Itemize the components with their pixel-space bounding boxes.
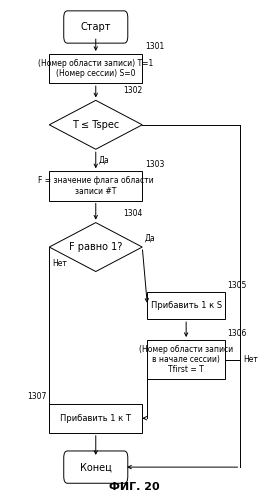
Text: F равно 1?: F равно 1? [69, 242, 122, 252]
Text: Нет: Нет [52, 259, 67, 268]
Bar [147, 340, 225, 379]
Text: T ≤ Tspec: T ≤ Tspec [72, 120, 119, 130]
Text: F = значение флага области
записи #T: F = значение флага области записи #T [38, 176, 154, 196]
Text: 1301: 1301 [145, 42, 164, 51]
Polygon shape [49, 223, 142, 271]
Text: Нет: Нет [243, 355, 258, 364]
Text: Да: Да [145, 233, 155, 242]
FancyBboxPatch shape [64, 11, 128, 43]
Text: Старт: Старт [80, 22, 111, 32]
Bar [49, 171, 142, 201]
Text: 1303: 1303 [145, 160, 164, 169]
Text: (Номер области записи
в начале сессии)
Tfirst = T: (Номер области записи в начале сессии) T… [139, 345, 233, 374]
Text: 1302: 1302 [124, 86, 143, 95]
Bar [147, 292, 225, 319]
Polygon shape [49, 100, 142, 149]
FancyBboxPatch shape [64, 451, 128, 483]
Text: ФИГ. 20: ФИГ. 20 [109, 482, 160, 492]
Text: 1305: 1305 [228, 281, 247, 290]
Text: 1306: 1306 [228, 328, 247, 337]
Bar [49, 404, 142, 433]
Text: Конец: Конец [80, 462, 112, 472]
Text: Да: Да [98, 156, 109, 165]
Bar [49, 54, 142, 83]
Text: Прибавить 1 к T: Прибавить 1 к T [60, 414, 131, 423]
Text: 1307: 1307 [27, 392, 47, 401]
Text: 1304: 1304 [124, 209, 143, 218]
Text: (Номер области записи) T=1
(Номер сессии) S=0: (Номер области записи) T=1 (Номер сессии… [38, 59, 153, 78]
Text: Прибавить 1 к S: Прибавить 1 к S [151, 301, 222, 310]
